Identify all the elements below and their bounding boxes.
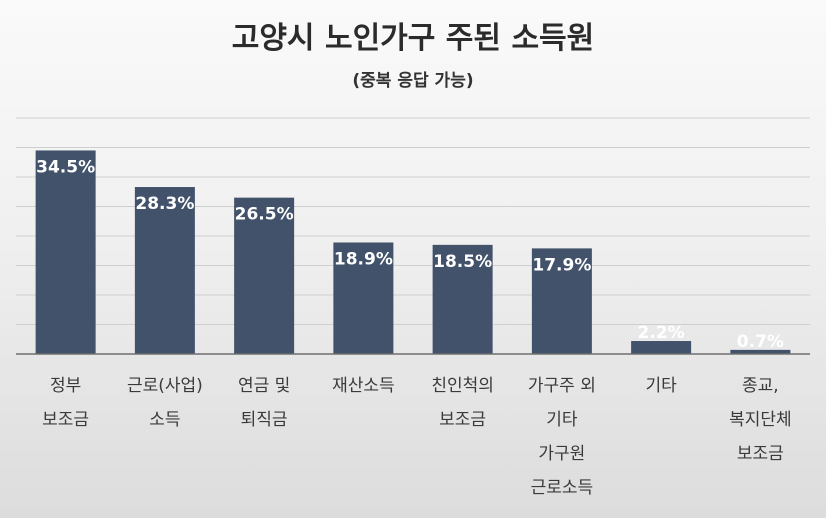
bar bbox=[234, 197, 295, 354]
data-label: 17.9% bbox=[532, 255, 591, 275]
data-label: 18.9% bbox=[334, 249, 393, 269]
category-label-line: 기타 bbox=[546, 410, 578, 430]
chart-subtitle: (중복 응답 가능) bbox=[352, 71, 473, 91]
data-label: 0.7% bbox=[737, 332, 784, 352]
category-label: 기타 bbox=[645, 376, 677, 396]
category-label-line: 가구주 외 bbox=[528, 376, 596, 396]
bar bbox=[432, 244, 493, 354]
category-label-line: 보조금 bbox=[439, 410, 486, 430]
category-label-line: 복지단체 bbox=[729, 410, 792, 430]
bar bbox=[134, 187, 195, 354]
category-label-line: 근로(사업) bbox=[127, 376, 203, 396]
category-label-line: 종교, bbox=[742, 376, 779, 396]
category-label-line: 친인척의 bbox=[431, 376, 494, 396]
category-label-line: 보조금 bbox=[737, 444, 784, 464]
bar bbox=[333, 242, 394, 354]
category-label: 재산소득 bbox=[332, 376, 395, 396]
bar bbox=[730, 349, 791, 354]
category-label-line: 퇴직금 bbox=[241, 410, 288, 430]
category-label-line: 기타 bbox=[645, 376, 677, 396]
category-label-line: 연금 및 bbox=[238, 376, 290, 396]
bars bbox=[35, 150, 791, 354]
category-label-line: 보조금 bbox=[42, 410, 89, 430]
data-label: 34.5% bbox=[36, 157, 95, 177]
data-label: 18.5% bbox=[433, 252, 492, 272]
bar bbox=[531, 248, 592, 354]
category-label-line: 재산소득 bbox=[332, 376, 395, 396]
data-label: 26.5% bbox=[235, 205, 294, 225]
category-label-line: 정부 bbox=[50, 376, 81, 396]
data-label: 2.2% bbox=[638, 323, 685, 343]
bar bbox=[35, 150, 96, 354]
chart-title: 고양시 노인가구 주된 소득원 bbox=[232, 21, 595, 56]
category-label-line: 소득 bbox=[149, 410, 180, 430]
data-label: 28.3% bbox=[135, 194, 194, 214]
category-label-line: 근로소득 bbox=[531, 478, 594, 498]
data-labels: 34.5% 28.3% 26.5% 18.9% 18.5% 17.9% 2.2% 0.7% bbox=[36, 157, 784, 351]
category-label: 근로(사업) 소득 bbox=[127, 376, 203, 430]
category-label-line: 가구원 bbox=[538, 444, 585, 464]
bar bbox=[631, 341, 692, 354]
